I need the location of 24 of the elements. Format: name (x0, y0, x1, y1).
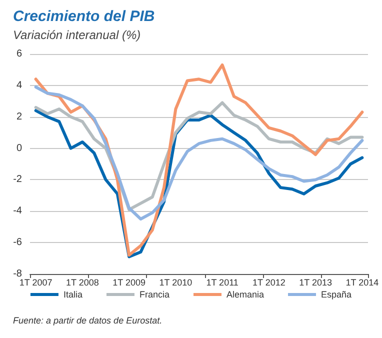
x-tick-label: 1T 2010 (159, 278, 192, 288)
x-tick-label: 1T 2013 (299, 278, 332, 288)
x-tick-label: 1T 2012 (252, 278, 286, 288)
y-tick-label: 4 (16, 80, 22, 91)
y-tick-label: 6 (16, 48, 22, 60)
x-tick-label: 1T 2009 (112, 278, 146, 288)
legend-label: Alemania (226, 290, 264, 300)
legend-label: Italia (63, 290, 82, 300)
x-tick-label: 1T 2014 (346, 278, 379, 288)
chart-title: Crecimiento del PIB (13, 8, 155, 25)
legend-label: España (321, 290, 352, 300)
source-note: Fuente: a partir de datos de Eurostat. (13, 316, 162, 326)
x-tick-label: 1T 2008 (66, 278, 99, 288)
legend-label: Francia (139, 290, 170, 300)
y-tick-label: -2 (13, 174, 22, 186)
y-tick-label: -6 (13, 237, 22, 248)
y-tick-label: 0 (16, 142, 22, 154)
y-tick-label: 2 (16, 111, 22, 122)
y-tick-label: -4 (13, 206, 22, 217)
chart-subtitle: Variación interanual (%) (13, 28, 141, 42)
line-series (34, 86, 364, 220)
x-tick-label: 1T 2007 (19, 278, 52, 288)
x-tick-label: 1T 2011 (206, 278, 238, 288)
y-tick-label: -8 (13, 268, 22, 280)
